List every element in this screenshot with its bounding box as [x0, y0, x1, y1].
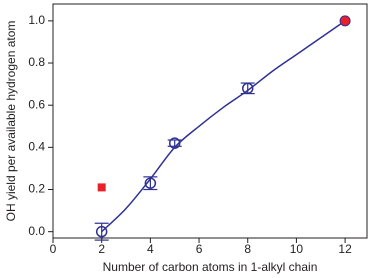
- x-tick-label: 10: [290, 242, 304, 256]
- x-axis-label: Number of carbon atoms in 1-alkyl chain: [103, 260, 318, 274]
- marker: [241, 82, 254, 95]
- y-tick-label: 0.8: [28, 55, 45, 69]
- y-tick-label: 0.4: [28, 140, 45, 154]
- y-tick-label: 0.6: [28, 97, 45, 111]
- marker: [144, 177, 157, 189]
- y-tick-label: 0.2: [28, 182, 45, 196]
- x-tick-label: 12: [338, 242, 352, 256]
- x-tick-label: 8: [244, 242, 251, 256]
- x-tick-label: 2: [98, 242, 105, 256]
- x-tick-label: 4: [147, 242, 154, 256]
- x-tick-label: 6: [196, 242, 203, 256]
- marker: [339, 15, 351, 27]
- y-tick-label: 1.0: [28, 13, 45, 27]
- x-tick-label: 0: [50, 242, 57, 256]
- marker: [95, 225, 108, 238]
- y-tick-label: 0.0: [28, 224, 45, 238]
- marker: [168, 137, 181, 149]
- plot-frame: [52, 3, 368, 239]
- y-axis-label: OH yield per available hydrogen atom: [4, 21, 18, 222]
- fit-curve: [101, 20, 346, 233]
- marker: [97, 183, 106, 192]
